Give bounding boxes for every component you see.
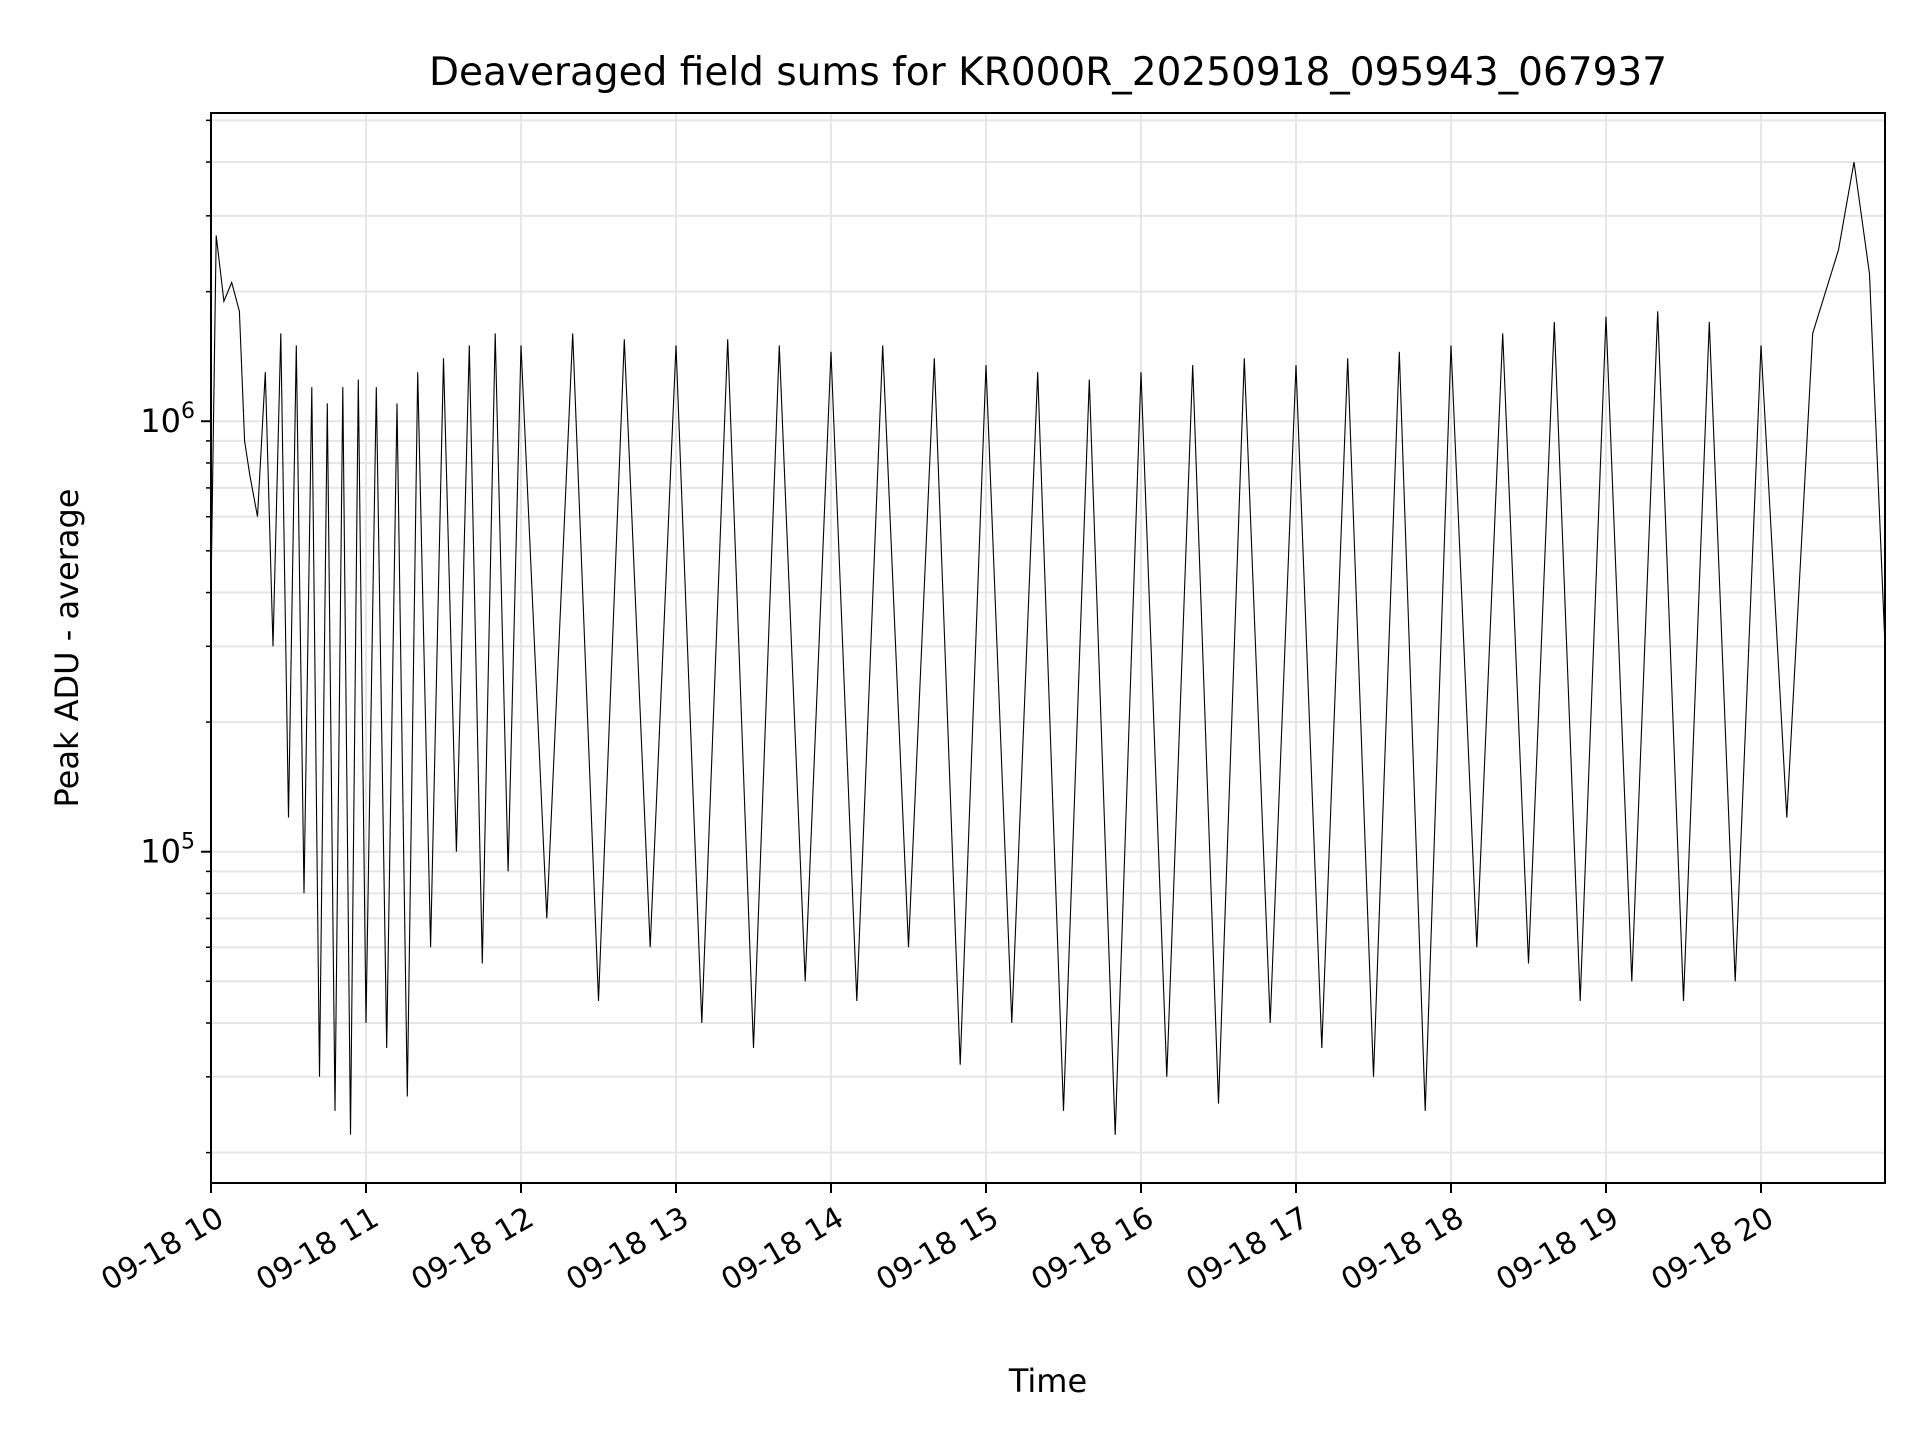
x-axis-label: Time: [1008, 1362, 1087, 1400]
series-layer: [210, 162, 1886, 1135]
y-axis-label: Peak ADU - average: [48, 489, 86, 808]
plot-frame: [210, 112, 1886, 1184]
chart-title: Deaveraged field sums for KR000R_2025091…: [429, 50, 1667, 95]
grid-lines: [210, 113, 1885, 1183]
y-tick-label: 106: [140, 399, 195, 440]
y-tick-label: 105: [140, 830, 195, 871]
y-axis-ticks: 105 106: [140, 119, 211, 1154]
series-line: [210, 162, 1886, 1135]
